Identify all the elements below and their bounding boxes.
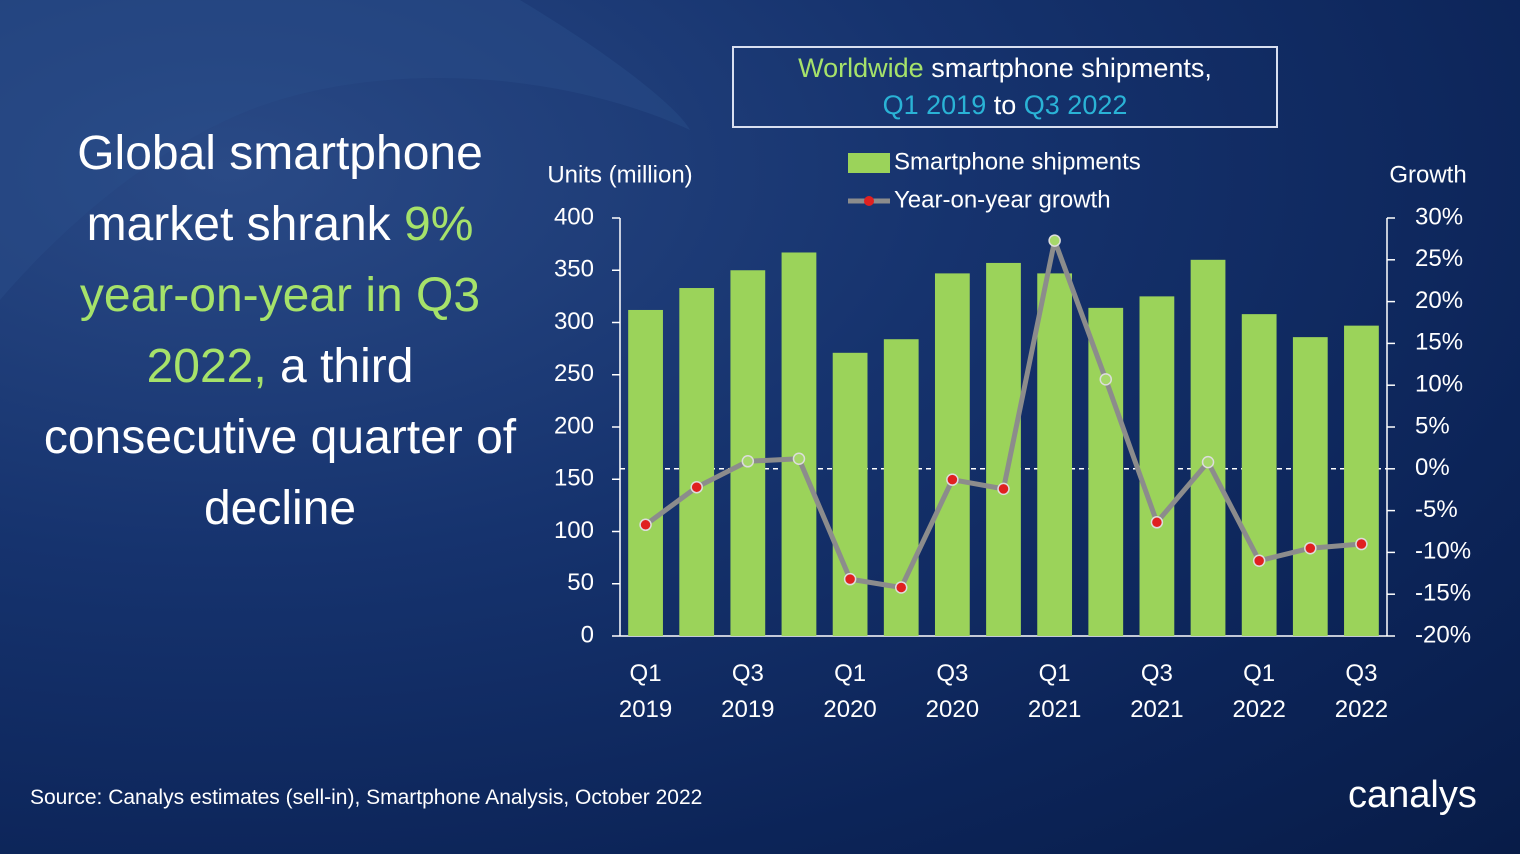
growth-marker	[1355, 537, 1368, 551]
x-tick-label: Q3 2019	[721, 660, 775, 723]
y-tick-label: 400	[554, 203, 594, 230]
bar	[1088, 307, 1124, 636]
x-tick-label: Q1 2019	[618, 660, 673, 723]
headline-highlight: 9% year-on-year in Q3 2022,	[79, 198, 481, 393]
legend-swatch	[848, 153, 890, 173]
y2-tick-label: 0%	[1415, 454, 1450, 481]
headline: Global smartphone market shrank 9% year-…	[40, 118, 520, 544]
bar	[1292, 337, 1328, 636]
bar	[1139, 296, 1175, 636]
bar	[986, 262, 1021, 636]
bar	[934, 273, 970, 636]
x-tick-label: Q1 2021	[1027, 660, 1082, 723]
y2-tick-label: 10%	[1415, 371, 1463, 398]
growth-marker	[997, 482, 1010, 496]
y-tick-label: 350	[554, 256, 594, 283]
bar	[1344, 325, 1379, 636]
x-tick-label: Q3 2022	[1334, 660, 1389, 723]
growth-marker	[946, 473, 959, 486]
bar	[1241, 314, 1277, 636]
growth-marker	[1201, 455, 1215, 469]
growth-marker	[792, 452, 806, 466]
bar	[1190, 259, 1226, 636]
bar	[1037, 273, 1073, 636]
title-part: smartphone shipments,	[931, 53, 1212, 83]
y2-axis-label: Growth	[1389, 161, 1466, 188]
chart-title: Worldwide smartphone shipments, Q1 2019 t…	[732, 46, 1278, 128]
y2-tick-label: 30%	[1415, 203, 1463, 230]
growth-marker	[1252, 554, 1266, 568]
y-tick-label: 100	[554, 517, 594, 544]
bar	[679, 288, 715, 636]
logo: canalys	[1348, 774, 1477, 816]
headline-text: a third consecutive quarter of decline	[43, 340, 517, 535]
growth-marker	[843, 572, 857, 586]
headline-text: Global smartphone market shrank	[77, 127, 483, 251]
growth-marker	[894, 581, 908, 594]
growth-marker	[741, 455, 755, 468]
x-tick-label: Q3 2020	[925, 660, 980, 723]
bar	[781, 252, 817, 637]
x-tick-label: Q3 2021	[1130, 660, 1184, 723]
growth-marker	[1099, 373, 1113, 386]
y-tick-label: 250	[554, 360, 594, 387]
y-tick-label: 50	[567, 569, 594, 596]
y2-tick-label: 20%	[1415, 287, 1463, 314]
y-tick-label: 150	[554, 465, 594, 492]
legend-swatch	[864, 196, 874, 206]
bar	[832, 352, 868, 636]
y-tick-label: 200	[554, 412, 594, 439]
y2-tick-label: 25%	[1415, 245, 1463, 272]
bar	[730, 270, 766, 636]
y2-tick-label: -15%	[1415, 580, 1471, 607]
bar	[628, 309, 663, 636]
y2-tick-label: 15%	[1415, 329, 1463, 356]
y2-tick-label: -20%	[1415, 621, 1471, 648]
title-part: to	[993, 90, 1017, 120]
source: Source: Canalys estimates (sell-in), Sma…	[30, 786, 703, 809]
title-part: Worldwide	[798, 53, 924, 83]
x-tick-label: Q1 2020	[823, 660, 877, 723]
growth-marker	[690, 480, 703, 494]
growth-marker	[1048, 234, 1061, 247]
y2-tick-label: 5%	[1415, 412, 1450, 439]
growth-marker	[1150, 516, 1164, 529]
y-axis-label: Units (million)	[547, 161, 692, 188]
title-part: Q3 2022	[1023, 90, 1128, 120]
y2-tick-label: -10%	[1415, 538, 1471, 565]
growth-marker	[639, 518, 652, 532]
title-part: Q1 2019	[882, 90, 987, 120]
x-tick-label: Q1 2022	[1232, 660, 1286, 723]
legend-label: Year-on-year growth	[894, 186, 1111, 213]
y-tick-label: 300	[554, 308, 594, 335]
y-tick-label: 0	[581, 621, 594, 648]
y2-tick-label: -5%	[1415, 496, 1458, 523]
background-swoosh	[0, 0, 690, 300]
legend-label: Smartphone shipments	[894, 148, 1141, 175]
growth-marker	[1304, 541, 1317, 555]
